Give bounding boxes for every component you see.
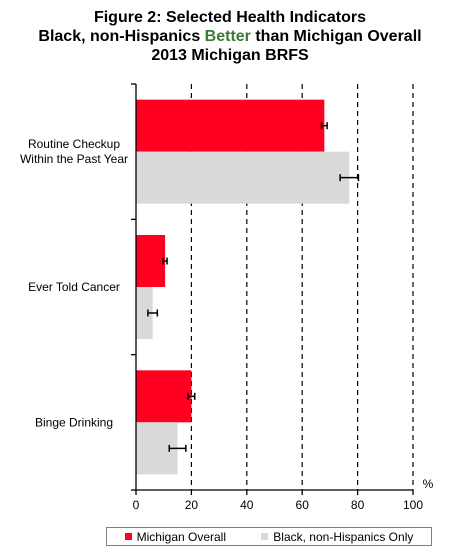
title-line-2: Black, non-Hispanics Better than Michiga…: [0, 27, 460, 46]
x-tick-label: 40: [240, 498, 254, 512]
bar-s0-c2: [136, 370, 192, 423]
axes: [131, 83, 414, 495]
category-label: Binge Drinking: [35, 415, 113, 429]
bar-s0-c0: [136, 99, 325, 152]
x-tick-label: 0: [133, 498, 140, 512]
title-line-2-post: than Michigan Overall: [250, 28, 422, 45]
bars: [136, 99, 360, 475]
x-tick-label: 100: [403, 498, 423, 512]
category-label-line: Binge Drinking: [35, 415, 113, 429]
x-tick-label: 80: [351, 498, 365, 512]
legend-item-black-non-hispanics: Black, non-Hispanics Only: [261, 530, 413, 544]
x-unit-label: %: [423, 477, 434, 491]
x-tick-label: 20: [185, 498, 199, 512]
title-line-2-pre: Black, non-Hispanics: [38, 28, 205, 45]
bar-s0-c1: [136, 235, 166, 287]
bar-s1-c0: [136, 151, 350, 204]
chart-title: Figure 2: Selected Health Indicators Bla…: [0, 8, 460, 65]
legend-label-michigan: Michigan Overall: [136, 529, 227, 544]
legend-label-black-non-hispanics: Black, non-Hispanics Only: [273, 529, 414, 544]
bar-s1-c1: [136, 287, 153, 339]
legend: Michigan Overall Black, non-Hispanics On…: [106, 527, 432, 546]
legend-swatch-michigan: [124, 533, 132, 540]
category-label-line: Within the Past Year: [20, 152, 128, 166]
title-highlight: Better: [204, 28, 251, 45]
legend-item-michigan: Michigan Overall: [124, 529, 227, 544]
legend-swatch-black-non-hispanics: [261, 533, 269, 540]
category-label-line: Routine Checkup: [28, 137, 120, 151]
title-line-3: 2013 Michigan BRFS: [151, 47, 309, 64]
category-label-line: Ever Told Cancer: [28, 280, 120, 294]
x-tick-label: 60: [296, 498, 310, 512]
title-line-1: Figure 2: Selected Health Indicators: [93, 9, 367, 26]
category-label: Ever Told Cancer: [28, 280, 120, 294]
labels: Routine Checkup Within the Past Year Ever …: [20, 137, 434, 512]
category-label: Routine Checkup Within the Past Year: [20, 137, 128, 166]
bar-chart: Routine Checkup Within the Past Year Ever …: [20, 83, 434, 512]
